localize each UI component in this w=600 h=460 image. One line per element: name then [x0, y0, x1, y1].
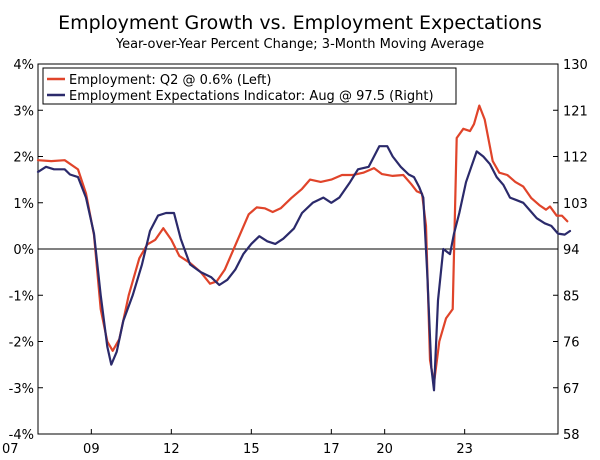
x-axis-tick-label: 07: [2, 442, 19, 457]
right-axis-tick-label: 85: [563, 289, 580, 304]
left-axis-tick-label: -1%: [9, 289, 34, 304]
right-axis-tick-label: 58: [563, 428, 580, 443]
chart-title: Employment Growth vs. Employment Expecta…: [58, 12, 542, 34]
legend-box: [42, 67, 457, 105]
legend: Employment: Q2 @ 0.6% (Left) Employment …: [42, 67, 457, 105]
right-axis-tick-label: 67: [563, 382, 580, 397]
right-axis-tick-label: 121: [563, 104, 588, 119]
left-axis-tick-label: 0%: [13, 243, 34, 258]
chart-subtitle: Year-over-Year Percent Change; 3-Month M…: [115, 37, 484, 52]
right-axis: 58 67 76 85 94 103 112 121 130: [553, 58, 588, 443]
x-axis-tick-label: 20: [376, 442, 393, 457]
right-axis-tick-label: 94: [563, 243, 580, 258]
left-axis-tick-label: 1%: [13, 197, 34, 212]
left-axis-tick-label: -3%: [9, 382, 34, 397]
right-axis-tick-label: 103: [563, 197, 588, 212]
left-axis-tick-label: 4%: [13, 58, 34, 73]
legend-label-employment: Employment: Q2 @ 0.6% (Left): [69, 73, 271, 88]
left-axis-tick-label: -2%: [9, 336, 34, 351]
right-axis-tick-label: 130: [563, 58, 588, 73]
left-axis-tick-label: -4%: [9, 428, 34, 443]
legend-label-expectations: Employment Expectations Indicator: Aug @…: [69, 89, 434, 104]
x-axis-tick-label: 17: [323, 442, 340, 457]
x-axis-tick-label: 09: [83, 442, 100, 457]
right-axis-tick-label: 76: [563, 336, 580, 351]
employment-series-line: [36, 104, 569, 385]
x-axis-tick-label: 12: [163, 442, 180, 457]
expectations-series-line: [36, 145, 572, 392]
x-axis-tick-label: 23: [456, 442, 473, 457]
x-axis: 07 09 12 15 17 20 23: [2, 429, 473, 457]
right-axis-tick-label: 112: [563, 151, 588, 166]
left-axis-tick-label: 2%: [13, 151, 34, 166]
series-layer: [36, 104, 572, 392]
x-axis-tick-label: 15: [243, 442, 260, 457]
left-axis: -4% -3% -2% -1% 0% 1% 2% 3% 4%: [9, 58, 43, 443]
left-axis-tick-label: 3%: [13, 104, 34, 119]
